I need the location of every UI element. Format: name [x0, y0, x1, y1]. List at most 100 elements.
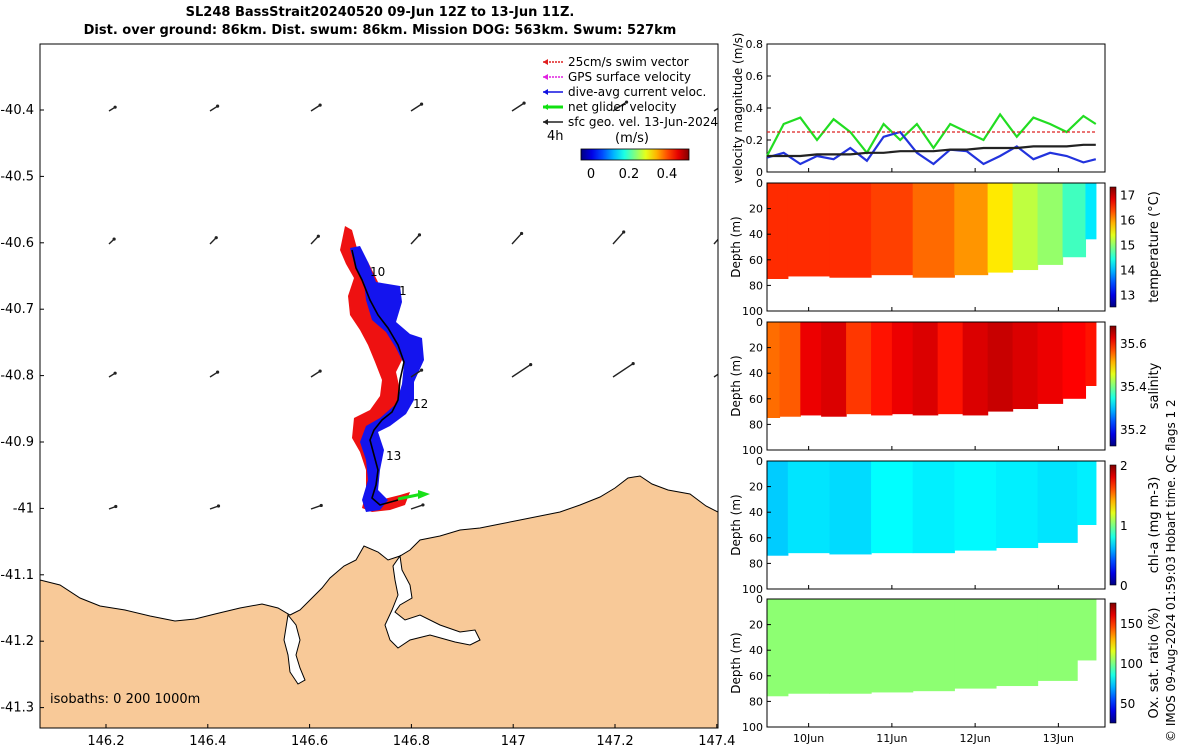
lat-tick-label: -41.1 [0, 568, 34, 583]
depth-tick-label: 20 [749, 619, 763, 632]
day-label-13: 13 [386, 449, 401, 463]
heatmap-panel-2: 0 20 40 60 80 100 Depth (m) 0 1 2 chl-a (mg m-3) [729, 455, 1162, 596]
colorbar-tick-label: 15 [1120, 239, 1135, 253]
heatmap-cell [987, 322, 1014, 412]
heatmap-cell [829, 183, 872, 278]
lon-tick-label: 147.4 [698, 734, 735, 749]
heatmap-colorbar [1109, 464, 1117, 586]
depth-axis-label: Depth (m) [729, 355, 743, 416]
legend-arrowhead [543, 104, 548, 110]
velocity-series-line [766, 130, 1097, 166]
heatmap-border [766, 182, 1106, 312]
heatmap-cell [995, 599, 1039, 687]
heatmap-cell [821, 322, 847, 417]
depth-tick-label: 80 [749, 695, 763, 708]
heatmap-cell [912, 461, 955, 554]
velocity-series-line [766, 112, 1097, 157]
lon-tick-label: 147 [501, 734, 526, 749]
heatmap-cell [1062, 322, 1087, 399]
heatmap-cell [1077, 599, 1097, 661]
lat-tick-label: -41.2 [0, 634, 34, 649]
geo-arrow [410, 504, 424, 510]
heatmap-cell [1062, 183, 1087, 258]
lat-tick-label: -40.5 [0, 169, 34, 184]
depth-tick-label: 100 [742, 444, 763, 457]
geo-arrow-head [419, 368, 424, 372]
geo-arrow [713, 107, 718, 112]
day-label-10: 10 [370, 265, 385, 279]
glider-track [340, 226, 430, 512]
geo-arrow [612, 101, 627, 112]
heatmap-cell [1037, 461, 1078, 543]
lat-axis: -40.4 -40.5 -40.6 -40.7 -40.8 -40.9 -41 -41.1 -4… [0, 103, 44, 716]
heatmap-cell [954, 461, 997, 551]
legend-label: sfc geo. vel. 13-Jun-2024 [568, 115, 718, 129]
geo-arrow [511, 364, 532, 378]
geo-arrow-head [724, 229, 727, 232]
lat-tick-label: -40.9 [0, 435, 34, 450]
lon-tick-label: 146.6 [291, 734, 328, 749]
velocity-ylabel: velocity magnitude (m/s) [731, 33, 745, 184]
colorbar-tick-0: 0 [587, 167, 595, 182]
heatmap-cell [1037, 322, 1064, 404]
geo-arrow-head [522, 101, 526, 105]
heatmap-border [766, 321, 1106, 451]
velocity-ytick-label: 0.8 [746, 38, 764, 51]
depth-tick-label: 60 [749, 670, 763, 683]
geo-arrow-head [114, 504, 118, 509]
geo-arrow [713, 238, 718, 245]
geo-arrow [511, 232, 523, 245]
depth-tick-label: 40 [749, 228, 763, 241]
current-vector-band [350, 246, 424, 512]
colorbar-tick-label: 1 [1120, 519, 1128, 533]
geo-velocity-arrows [108, 100, 727, 510]
geo-arrow [612, 362, 634, 378]
heatmap-cell [1037, 183, 1064, 265]
heatmap-cell [829, 461, 872, 555]
velocity-series-line [767, 143, 1096, 158]
geo-arrow-head [113, 371, 117, 375]
heatmap-cell [954, 599, 997, 689]
geo-arrow-head [318, 369, 322, 373]
legend-arrowhead [543, 89, 548, 95]
geo-arrow-head [216, 370, 220, 374]
heatmap-cell [912, 322, 939, 416]
geo-arrow-head [421, 503, 425, 507]
lat-tick-label: -41 [13, 501, 34, 516]
heatmap-colorbar [1109, 602, 1117, 724]
heatmap-border [766, 460, 1106, 590]
geo-arrow [410, 234, 420, 245]
geo-arrow [310, 370, 321, 378]
time-tick-label: 11Jun [876, 732, 907, 745]
depth-tick-label: 40 [749, 644, 763, 657]
heatmap-colorbar [1109, 325, 1117, 447]
swim-vector-band [340, 226, 410, 512]
time-tick-label: 12Jun [960, 732, 991, 745]
colorbar-tick-label: 50 [1120, 697, 1135, 711]
depth-tick-label: 20 [749, 203, 763, 216]
heatmap-cell [912, 599, 955, 692]
inlet [283, 613, 306, 685]
heatmap-cell [767, 461, 789, 556]
heatmap-border [766, 598, 1106, 728]
heatmap-cell [912, 183, 955, 278]
heatmap-cell [787, 599, 831, 694]
depth-axis-label: Depth (m) [729, 494, 743, 555]
depth-tick-label: 100 [742, 583, 763, 596]
geo-arrow [612, 231, 625, 245]
lon-tick-label: 147.2 [596, 734, 633, 749]
colorbar-tick-label: 35.4 [1120, 380, 1147, 394]
depth-tick-label: 40 [749, 367, 763, 380]
geo-arrow [310, 504, 322, 510]
depth-tick-label: 100 [742, 305, 763, 318]
heatmap-panel-3: 0 20 40 60 80 100 Depth (m) 50 100 150 Ox. sat. ra… [729, 593, 1162, 734]
depth-tick-label: 0 [756, 455, 763, 468]
depth-axis-label: Depth (m) [729, 632, 743, 693]
heatmap-cell [1085, 322, 1097, 386]
heatmap-cell [846, 322, 872, 415]
velocity-ytick-label: 0.2 [746, 134, 764, 147]
geo-arrow-head [419, 102, 424, 106]
